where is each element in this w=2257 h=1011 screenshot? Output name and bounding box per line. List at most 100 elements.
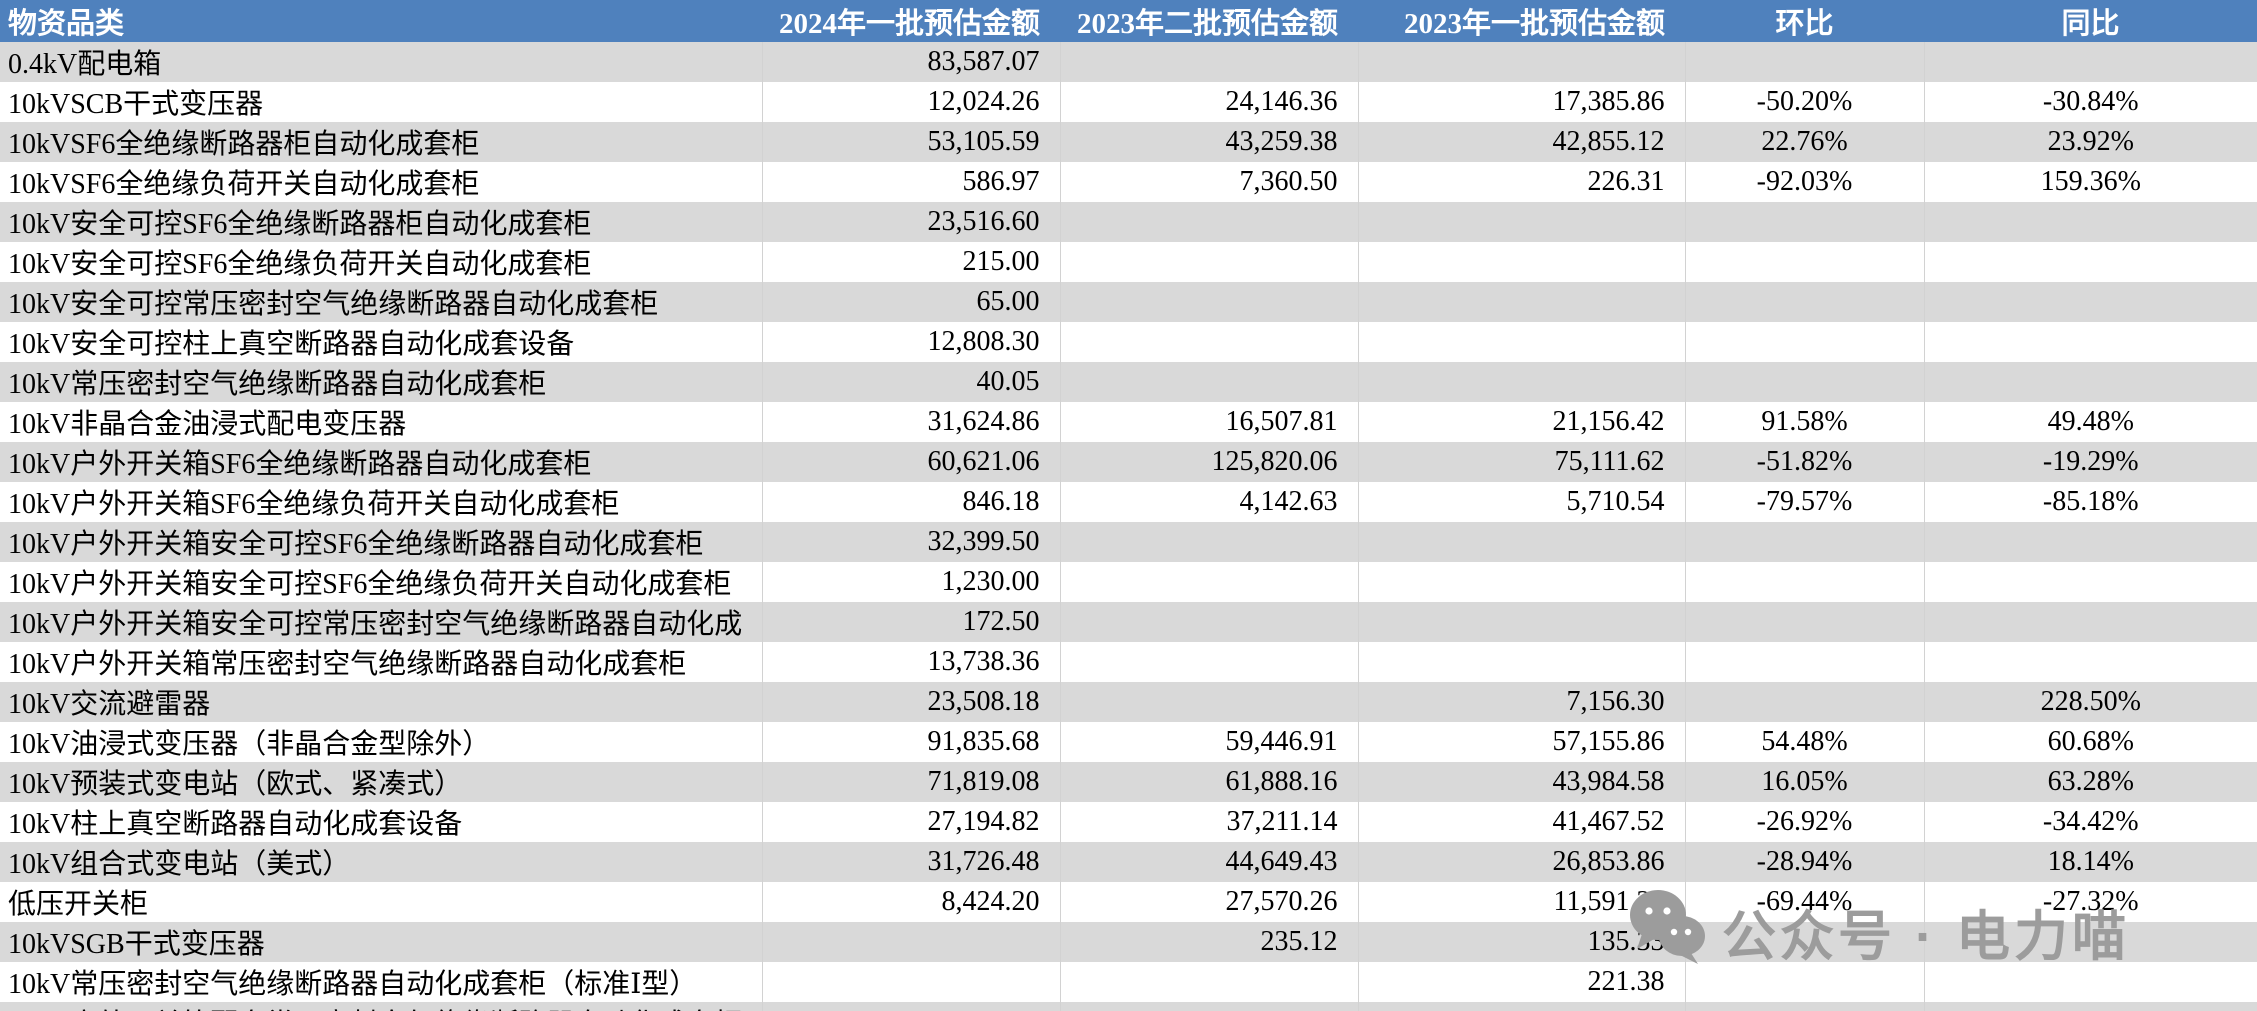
mom-change-cell <box>1685 922 1925 962</box>
amount-2024-batch1-cell: 65.00 <box>762 282 1061 322</box>
table-row: 10kV组合式变电站（美式） 31,726.48 44,649.43 26,853.8… <box>0 842 2257 882</box>
mom-change-cell: 91.58% <box>1685 402 1925 442</box>
category-cell: 10kV户外开关箱配套常压密封空气绝缘断路器自动化成套柜 <box>0 1002 763 1011</box>
mom-change-cell: -69.44% <box>1685 882 1925 922</box>
amount-2023-batch2-cell <box>1060 322 1359 362</box>
mom-change-cell <box>1685 682 1925 722</box>
table-row: 10kV安全可控常压密封空气绝缘断路器自动化成套柜 65.00 <box>0 282 2257 322</box>
amount-2023-batch1-cell: 41,467.52 <box>1358 802 1686 842</box>
amount-2023-batch2-cell <box>1060 282 1359 322</box>
category-cell: 10kV常压密封空气绝缘断路器自动化成套柜 <box>0 362 763 402</box>
mom-change-cell <box>1685 242 1925 282</box>
category-cell: 0.4kV配电箱 <box>0 42 763 82</box>
amount-2024-batch1-cell: 8,424.20 <box>762 882 1061 922</box>
amount-2023-batch2-cell <box>1060 602 1359 642</box>
amount-2023-batch2-cell <box>1060 362 1359 402</box>
category-cell: 10kV安全可控SF6全绝缘断路器柜自动化成套柜 <box>0 202 763 242</box>
amount-2023-batch2-cell: 125,820.06 <box>1060 442 1359 482</box>
table-row: 10kV户外开关箱安全可控常压密封空气绝缘断路器自动化成 172.50 <box>0 602 2257 642</box>
mom-change-cell: -51.82% <box>1685 442 1925 482</box>
category-cell: 10kV户外开关箱SF6全绝缘负荷开关自动化成套柜 <box>0 482 763 522</box>
amount-2023-batch2-cell <box>1060 1002 1359 1011</box>
category-cell: 10kV户外开关箱安全可控常压密封空气绝缘断路器自动化成 <box>0 602 763 642</box>
amount-2023-batch2-cell <box>1060 642 1359 682</box>
yoy-change-cell <box>1924 202 2257 242</box>
amount-2023-batch2-cell: 235.12 <box>1060 922 1359 962</box>
amount-2023-batch2-cell: 59,446.91 <box>1060 722 1359 762</box>
amount-2024-batch1-cell: 83,587.07 <box>762 42 1061 82</box>
category-cell: 10kV户外开关箱安全可控SF6全绝缘负荷开关自动化成套柜 <box>0 562 763 602</box>
yoy-change-cell <box>1924 322 2257 362</box>
amount-2023-batch2-cell <box>1060 562 1359 602</box>
amount-2024-batch1-cell: 1,230.00 <box>762 562 1061 602</box>
col-header-2023-batch1-amount: 2023年一批预估金额 <box>1358 0 1685 42</box>
amount-2024-batch1-cell <box>762 962 1061 1002</box>
amount-2023-batch2-cell: 7,360.50 <box>1060 162 1359 202</box>
col-header-2024-batch1-amount: 2024年一批预估金额 <box>762 0 1060 42</box>
mom-change-cell: -92.03% <box>1685 162 1925 202</box>
yoy-change-cell <box>1924 1002 2257 1011</box>
amount-2023-batch1-cell <box>1358 202 1686 242</box>
amount-2024-batch1-cell: 23,516.60 <box>762 202 1061 242</box>
amount-2023-batch1-cell: 7,156.30 <box>1358 682 1686 722</box>
yoy-change-cell <box>1924 242 2257 282</box>
yoy-change-cell: 228.50% <box>2040 686 2141 717</box>
category-cell: 10kVSF6全绝缘断路器柜自动化成套柜 <box>0 122 763 162</box>
mom-change-cell <box>1685 322 1925 362</box>
table-row: 10kV户外开关箱常压密封空气绝缘断路器自动化成套柜 13,738.36 <box>0 642 2257 682</box>
amount-2023-batch2-cell: 37,211.14 <box>1060 802 1359 842</box>
amount-2024-batch1-cell: 31,726.48 <box>762 842 1061 882</box>
category-cell: 10kV安全可控SF6全绝缘负荷开关自动化成套柜 <box>0 242 763 282</box>
yoy-change-cell: -30.84% <box>2042 86 2139 117</box>
amount-2023-batch1-cell: 42,855.12 <box>1358 122 1686 162</box>
amount-2023-batch2-cell: 43,259.38 <box>1060 122 1359 162</box>
category-cell: 低压开关柜 <box>0 882 763 922</box>
amount-2023-batch1-cell: 5,710.54 <box>1358 482 1686 522</box>
amount-2023-batch2-cell: 27,570.26 <box>1060 882 1359 922</box>
amount-2023-batch1-cell: 226.31 <box>1358 162 1686 202</box>
amount-2023-batch1-cell: 21,156.42 <box>1358 402 1686 442</box>
table-row: 10kV常压密封空气绝缘断路器自动化成套柜 40.05 <box>0 362 2257 402</box>
amount-2024-batch1-cell: 586.97 <box>762 162 1061 202</box>
category-cell: 10kV安全可控常压密封空气绝缘断路器自动化成套柜 <box>0 282 763 322</box>
col-header-2023-batch2-amount: 2023年二批预估金额 <box>1060 0 1358 42</box>
category-cell: 10kV预装式变电站（欧式、紧凑式） <box>0 762 763 802</box>
yoy-change-cell: 60.68% <box>2047 726 2134 757</box>
amount-2023-batch1-cell: 17,385.86 <box>1358 82 1686 122</box>
amount-2024-batch1-cell: 12,024.26 <box>762 82 1061 122</box>
table-row: 10kV预装式变电站（欧式、紧凑式） 71,819.08 61,888.16 43,9… <box>0 762 2257 802</box>
amount-2023-batch1-cell: 221.38 <box>1358 962 1686 1002</box>
category-cell: 10kVSCB干式变压器 <box>0 82 763 122</box>
amount-2023-batch1-cell: 522.00 <box>1358 1002 1686 1011</box>
amount-2024-batch1-cell: 13,738.36 <box>762 642 1061 682</box>
table-row: 10kV安全可控柱上真空断路器自动化成套设备 12,808.30 <box>0 322 2257 362</box>
amount-2024-batch1-cell: 71,819.08 <box>762 762 1061 802</box>
category-cell: 10kV户外开关箱安全可控SF6全绝缘断路器自动化成套柜 <box>0 522 763 562</box>
amount-2024-batch1-cell: 31,624.86 <box>762 402 1061 442</box>
table-body: 0.4kV配电箱 83,587.07 10kVSCB干式变压器 12,024.26 24… <box>0 42 2257 1011</box>
amount-2023-batch1-cell <box>1358 322 1686 362</box>
amount-2024-batch1-cell: 60,621.06 <box>762 442 1061 482</box>
amount-2023-batch1-cell: 135.33 <box>1358 922 1686 962</box>
yoy-change-cell: -85.18% <box>2042 486 2139 517</box>
yoy-change-cell: 159.36% <box>2040 166 2141 197</box>
mom-change-cell <box>1685 642 1925 682</box>
amount-2023-batch1-cell <box>1358 522 1686 562</box>
amount-2023-batch1-cell: 75,111.62 <box>1358 442 1686 482</box>
table-row: 10kV安全可控SF6全绝缘断路器柜自动化成套柜 23,516.60 <box>0 202 2257 242</box>
mom-change-cell <box>1685 202 1925 242</box>
category-cell: 10kV常压密封空气绝缘断路器自动化成套柜（标准Ⅰ型） <box>0 962 763 1002</box>
table-row: 10kVSF6全绝缘负荷开关自动化成套柜 586.97 7,360.50 226.31… <box>0 162 2257 202</box>
mom-change-cell <box>1685 362 1925 402</box>
amount-2023-batch2-cell <box>1060 242 1359 282</box>
yoy-change-cell <box>1924 362 2257 402</box>
table-row: 10kV户外开关箱SF6全绝缘负荷开关自动化成套柜 846.18 4,142.63 5… <box>0 482 2257 522</box>
table-row: 10kV油浸式变压器（非晶合金型除外） 91,835.68 59,446.91 57,… <box>0 722 2257 762</box>
amount-2023-batch2-cell <box>1060 682 1359 722</box>
amount-2024-batch1-cell: 40.05 <box>762 362 1061 402</box>
amount-2023-batch2-cell <box>1060 42 1359 82</box>
category-cell: 10kVSF6全绝缘负荷开关自动化成套柜 <box>0 162 763 202</box>
yoy-change-cell <box>1924 602 2257 642</box>
